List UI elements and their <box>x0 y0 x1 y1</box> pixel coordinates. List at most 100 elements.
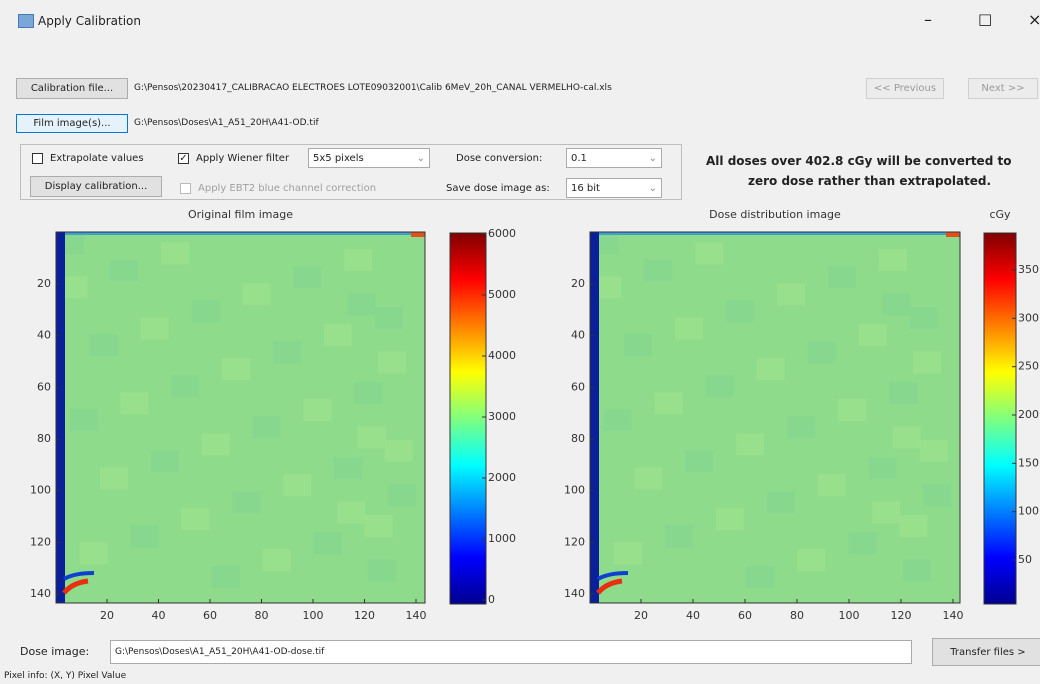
image-texture <box>131 525 159 547</box>
image-background <box>56 232 425 603</box>
image-texture <box>923 484 951 506</box>
display-calibration-button[interactable]: Display calibration... <box>30 176 162 197</box>
colorbar-label: cGy <box>989 208 1011 221</box>
image-texture <box>344 249 372 271</box>
save-format-select[interactable]: 16 bit⌄ <box>566 178 662 198</box>
image-texture <box>634 467 662 489</box>
save-format-label: Save dose image as: <box>446 183 550 194</box>
image-texture <box>767 491 795 513</box>
image-texture <box>695 242 723 264</box>
image-texture <box>222 358 250 380</box>
image-texture <box>726 300 754 322</box>
app-icon <box>18 14 34 28</box>
calibration-file-button[interactable]: Calibration file... <box>16 78 128 99</box>
film-path: G:\Pensos\Doses\A1_A51_20H\A41-OD.tif <box>134 118 319 128</box>
image-texture <box>903 559 931 581</box>
film-image-button[interactable]: Film image(s)... <box>16 114 128 133</box>
extrapolate-checkbox[interactable] <box>32 153 43 164</box>
colorbar <box>450 233 486 604</box>
y-tick-label: 20 <box>571 277 585 290</box>
wiener-checkbox[interactable]: ✓ <box>178 153 189 164</box>
image-texture <box>848 532 876 554</box>
image-texture <box>879 249 907 271</box>
image-texture <box>337 501 365 523</box>
wiener-size-value: 5x5 pixels <box>313 153 364 164</box>
extrapolate-label: Extrapolate values <box>50 153 144 164</box>
colorbar-tick-label: 150 <box>1018 456 1039 469</box>
previous-button[interactable]: << Previous <box>866 78 944 99</box>
image-texture <box>716 508 744 530</box>
wiener-label: Apply Wiener filter <box>196 153 289 164</box>
next-button[interactable]: Next >> <box>968 78 1038 99</box>
image-texture <box>746 566 774 588</box>
minimize-button[interactable]: – <box>924 10 932 29</box>
y-tick-label: 100 <box>30 484 51 497</box>
notice-line: zero dose rather than extrapolated. <box>748 174 991 188</box>
colorbar-tick-label: 0 <box>488 593 495 606</box>
image-texture <box>777 283 805 305</box>
image-texture <box>899 515 927 537</box>
image-texture <box>242 283 270 305</box>
colorbar-tick-label: 1000 <box>488 532 516 545</box>
image-texture <box>80 542 108 564</box>
y-tick-label: 80 <box>571 432 585 445</box>
y-tick-label: 140 <box>30 587 51 600</box>
image-texture <box>859 324 887 346</box>
y-tick-label: 100 <box>564 484 585 497</box>
image-texture <box>120 392 148 414</box>
maximize-button[interactable]: □ <box>978 10 992 28</box>
x-tick-label: 60 <box>203 609 217 622</box>
colorbar-tick-label: 200 <box>1018 408 1039 421</box>
colorbar <box>984 233 1016 604</box>
image-texture <box>920 440 948 462</box>
image-texture <box>181 508 209 530</box>
image-texture <box>675 317 703 339</box>
ebt2-checkbox[interactable] <box>180 183 191 194</box>
image-texture <box>787 416 815 438</box>
dose-conversion-select[interactable]: 0.1⌄ <box>566 148 662 168</box>
dropdown-arrow: ⌄ <box>417 153 429 164</box>
ebt2-label: Apply EBT2 blue channel correction <box>198 183 376 194</box>
image-texture <box>736 433 764 455</box>
image-texture <box>624 334 652 356</box>
y-tick-label: 140 <box>564 587 585 600</box>
y-tick-label: 80 <box>37 432 51 445</box>
image-texture <box>872 501 900 523</box>
wiener-size-select[interactable]: 5x5 pixels ⌄ <box>308 148 430 168</box>
app-window: Apply Calibration – □ × Calibration file… <box>0 0 1040 684</box>
image-texture <box>273 341 301 363</box>
image-texture <box>893 426 921 448</box>
image-texture <box>161 242 189 264</box>
colorbar-tick-label: 300 <box>1018 311 1039 324</box>
image-background <box>590 232 960 603</box>
x-tick-label: 20 <box>634 609 648 622</box>
colorbar-tick-label: 5000 <box>488 288 516 301</box>
colorbar-tick-label: 350 <box>1018 263 1039 276</box>
image-texture <box>100 467 128 489</box>
image-texture <box>293 266 321 288</box>
colorbar-tick-label: 6000 <box>488 227 516 240</box>
image-texture <box>388 484 416 506</box>
dose-image-path: G:\Pensos\Doses\A1_A51_20H\A41-OD-dose.t… <box>115 647 324 657</box>
x-tick-label: 80 <box>790 609 804 622</box>
colorbar-tick-label: 4000 <box>488 349 516 362</box>
image-texture <box>212 566 240 588</box>
dose-image-input[interactable]: G:\Pensos\Doses\A1_A51_20H\A41-OD-dose.t… <box>110 640 912 664</box>
colorbar-tick-label: 50 <box>1018 553 1032 566</box>
image-edge-left <box>56 232 65 603</box>
image-texture <box>818 474 846 496</box>
x-tick-label: 40 <box>686 609 700 622</box>
image-texture <box>378 351 406 373</box>
x-tick-label: 80 <box>255 609 269 622</box>
transfer-files-button[interactable]: Transfer files > <box>932 638 1040 666</box>
dropdown-arrow: ⌄ <box>649 183 661 194</box>
y-tick-label: 60 <box>571 380 585 393</box>
image-texture <box>358 426 386 448</box>
image-texture <box>368 559 396 581</box>
image-texture <box>324 324 352 346</box>
close-button[interactable]: × <box>1028 10 1040 29</box>
image-texture <box>838 399 866 421</box>
image-texture <box>141 317 169 339</box>
image-texture <box>385 440 413 462</box>
image-texture <box>354 382 382 404</box>
